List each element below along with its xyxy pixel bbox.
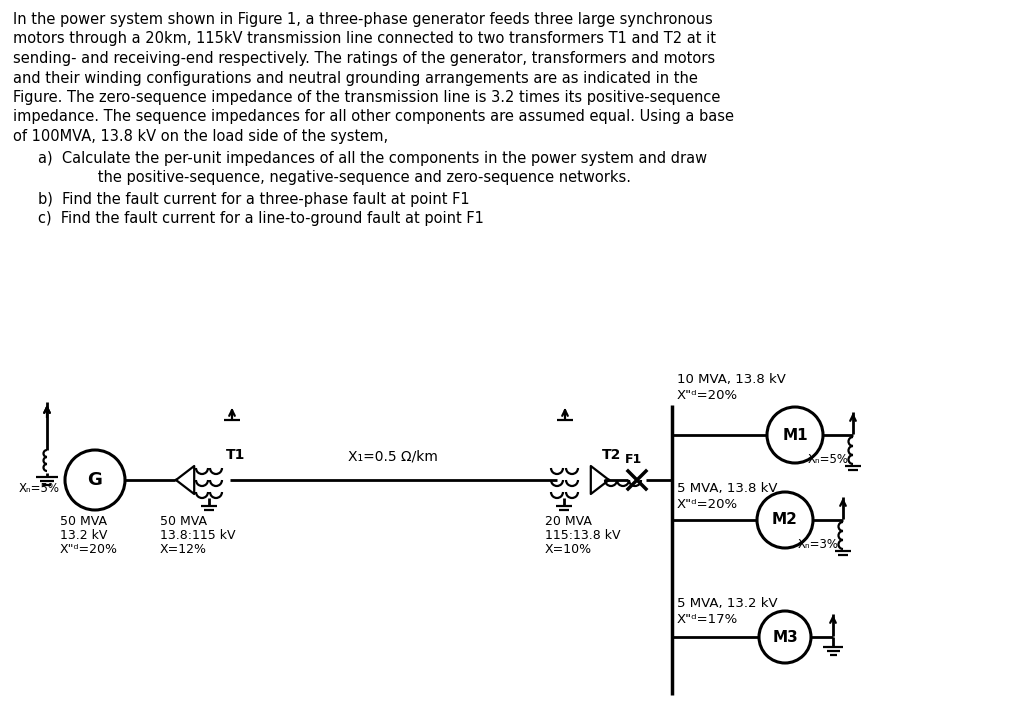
Text: M1: M1: [782, 427, 808, 443]
Text: and their winding configurations and neutral grounding arrangements are as indic: and their winding configurations and neu…: [13, 70, 698, 85]
Text: sending- and receiving-end respectively. The ratings of the generator, transform: sending- and receiving-end respectively.…: [13, 51, 715, 66]
Text: X₁=0.5 Ω/km: X₁=0.5 Ω/km: [348, 450, 438, 464]
Text: X"ᵈ=20%: X"ᵈ=20%: [677, 389, 738, 402]
Text: impedance. The sequence impedances for all other components are assumed equal. U: impedance. The sequence impedances for a…: [13, 109, 734, 125]
Text: X=12%: X=12%: [160, 543, 207, 556]
Text: 50 MVA: 50 MVA: [60, 515, 106, 528]
Text: c)  Find the fault current for a line-to-ground fault at point F1: c) Find the fault current for a line-to-…: [38, 211, 484, 226]
Text: X"ᵈ=17%: X"ᵈ=17%: [677, 613, 738, 626]
Text: Xₙ=3%: Xₙ=3%: [798, 538, 839, 551]
Text: 13.8:115 kV: 13.8:115 kV: [160, 529, 236, 542]
Text: Figure. The zero-sequence impedance of the transmission line is 3.2 times its po: Figure. The zero-sequence impedance of t…: [13, 90, 720, 105]
Text: X=10%: X=10%: [545, 543, 592, 556]
Text: F1: F1: [625, 453, 642, 466]
Text: a)  Calculate the per-unit impedances of all the components in the power system : a) Calculate the per-unit impedances of …: [38, 150, 708, 166]
Text: 10 MVA, 13.8 kV: 10 MVA, 13.8 kV: [677, 373, 785, 386]
Text: motors through a 20km, 115kV transmission line connected to two transformers T1 : motors through a 20km, 115kV transmissio…: [13, 32, 716, 47]
Text: Xₙ=5%: Xₙ=5%: [808, 453, 849, 466]
Text: Xₙ=5%: Xₙ=5%: [19, 482, 60, 495]
Text: T1: T1: [226, 448, 246, 462]
Text: 50 MVA: 50 MVA: [160, 515, 207, 528]
Text: In the power system shown in Figure 1, a three-phase generator feeds three large: In the power system shown in Figure 1, a…: [13, 12, 713, 27]
Text: 13.2 kV: 13.2 kV: [60, 529, 108, 542]
Text: X"ᵈ=20%: X"ᵈ=20%: [677, 498, 738, 511]
Text: 5 MVA, 13.2 kV: 5 MVA, 13.2 kV: [677, 597, 777, 610]
Text: G: G: [88, 471, 102, 489]
Text: T2: T2: [602, 448, 622, 462]
Text: the positive-sequence, negative-sequence and zero-sequence networks.: the positive-sequence, negative-sequence…: [70, 170, 631, 185]
Text: 20 MVA: 20 MVA: [545, 515, 592, 528]
Text: 115:13.8 kV: 115:13.8 kV: [545, 529, 621, 542]
Text: b)  Find the fault current for a three-phase fault at point F1: b) Find the fault current for a three-ph…: [38, 192, 470, 207]
Text: M3: M3: [772, 630, 798, 644]
Text: of 100MVA, 13.8 kV on the load side of the system,: of 100MVA, 13.8 kV on the load side of t…: [13, 129, 388, 144]
Text: 5 MVA, 13.8 kV: 5 MVA, 13.8 kV: [677, 482, 777, 495]
Text: M2: M2: [772, 513, 798, 527]
Text: X"ᵈ=20%: X"ᵈ=20%: [60, 543, 118, 556]
